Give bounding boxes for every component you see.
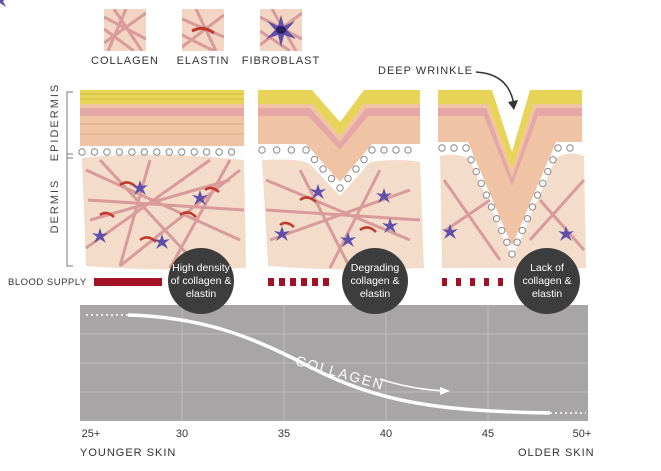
- blood-supply-bar-young: [94, 278, 162, 286]
- membrane-dot: [544, 167, 552, 176]
- blood-supply-bar-aging: [268, 278, 329, 286]
- membrane-dot: [287, 146, 296, 154]
- membrane-dot: [352, 165, 360, 173]
- skin-cross-section: [0, 0, 586, 270]
- membrane-dot: [462, 144, 470, 152]
- membrane-dot: [327, 174, 336, 183]
- membrane-dot: [492, 214, 501, 223]
- membrane-dot: [215, 148, 223, 156]
- tick-30: 30: [175, 428, 189, 440]
- membrane-dot: [487, 203, 496, 211]
- membrane-dot: [380, 146, 388, 154]
- legend-label-collagen: COLLAGEN: [91, 55, 159, 67]
- membrane-dot: [523, 214, 532, 223]
- membrane-dot: [566, 144, 574, 152]
- membrane-dot: [554, 144, 562, 152]
- membrane-dot: [472, 167, 480, 176]
- membrane-dot: [344, 174, 352, 183]
- tick-25: 25+: [81, 428, 101, 440]
- membrane-dot: [404, 146, 412, 154]
- membrane-dot: [482, 191, 491, 199]
- membrane-dot: [153, 148, 161, 156]
- membrane-dot: [227, 148, 236, 156]
- membrane-dot: [140, 148, 149, 156]
- membrane-dot: [360, 155, 368, 164]
- axis-younger-skin: YOUNGER SKIN: [80, 447, 177, 459]
- membrane-dot: [190, 148, 198, 156]
- blood-supply-label: BLOOD SUPPLY: [8, 277, 87, 288]
- membrane-dot: [310, 155, 319, 164]
- membrane-dot: [103, 148, 111, 156]
- membrane-dot: [319, 165, 327, 173]
- membrane-dot: [528, 203, 537, 211]
- membrane-dot: [202, 148, 211, 156]
- collagen-timeline-chart: [80, 305, 588, 421]
- layer-bracket: [66, 91, 73, 267]
- deep-wrinkle-callout: DEEP WRINKLE: [378, 65, 473, 77]
- tick-45: 45: [481, 428, 495, 440]
- bubble-degrading: Degrading collagen & elastin: [342, 248, 408, 314]
- elastin-swatch: [182, 9, 224, 51]
- callout-arrow: [475, 71, 518, 110]
- legend-label-fibroblast: FIBROBLAST: [241, 55, 321, 67]
- membrane-dot: [518, 226, 526, 235]
- membrane-dot: [165, 148, 173, 156]
- axis-older-skin: OLDER SKIN: [518, 447, 595, 459]
- membrane-dot: [177, 148, 186, 156]
- fibroblast-swatch: [260, 9, 302, 51]
- panel-older-skin: [438, 90, 586, 268]
- membrane-dot: [477, 179, 486, 188]
- membrane-dot: [302, 146, 310, 154]
- membrane-dot: [503, 238, 511, 246]
- membrane-dot: [115, 148, 124, 156]
- tick-35: 35: [277, 428, 291, 440]
- panel-young-skin: [80, 90, 246, 270]
- membrane-dot: [513, 238, 521, 246]
- membrane-dot: [90, 148, 99, 156]
- bubble-high-density: High density of collagen & elastin: [168, 248, 234, 314]
- membrane-dot: [549, 156, 557, 164]
- membrane-dot: [392, 146, 400, 154]
- membrane-dot: [272, 146, 281, 154]
- membrane-dot: [450, 144, 458, 152]
- collagen-swatch: [104, 9, 146, 51]
- basement-membrane: [78, 144, 574, 258]
- membrane-dot: [368, 146, 376, 154]
- fibroblast-cells: [0, 0, 6, 7]
- panel-aging-skin: [258, 90, 424, 270]
- membrane-dot: [336, 184, 344, 192]
- membrane-dot: [508, 250, 516, 258]
- membrane-dot: [498, 226, 506, 235]
- tick-50: 50+: [572, 428, 592, 440]
- membrane-dot: [438, 144, 446, 152]
- bubble-lack: Lack of collagen & elastin: [514, 248, 580, 314]
- membrane-dot: [128, 148, 136, 156]
- membrane-dot: [538, 179, 547, 188]
- membrane-dot: [467, 156, 475, 164]
- membrane-dot: [258, 146, 266, 154]
- tick-40: 40: [379, 428, 393, 440]
- membrane-dot: [533, 191, 542, 199]
- blood-supply-bar-older: [442, 278, 503, 286]
- legend-label-elastin: ELASTIN: [176, 55, 230, 67]
- membrane-dot: [78, 148, 86, 156]
